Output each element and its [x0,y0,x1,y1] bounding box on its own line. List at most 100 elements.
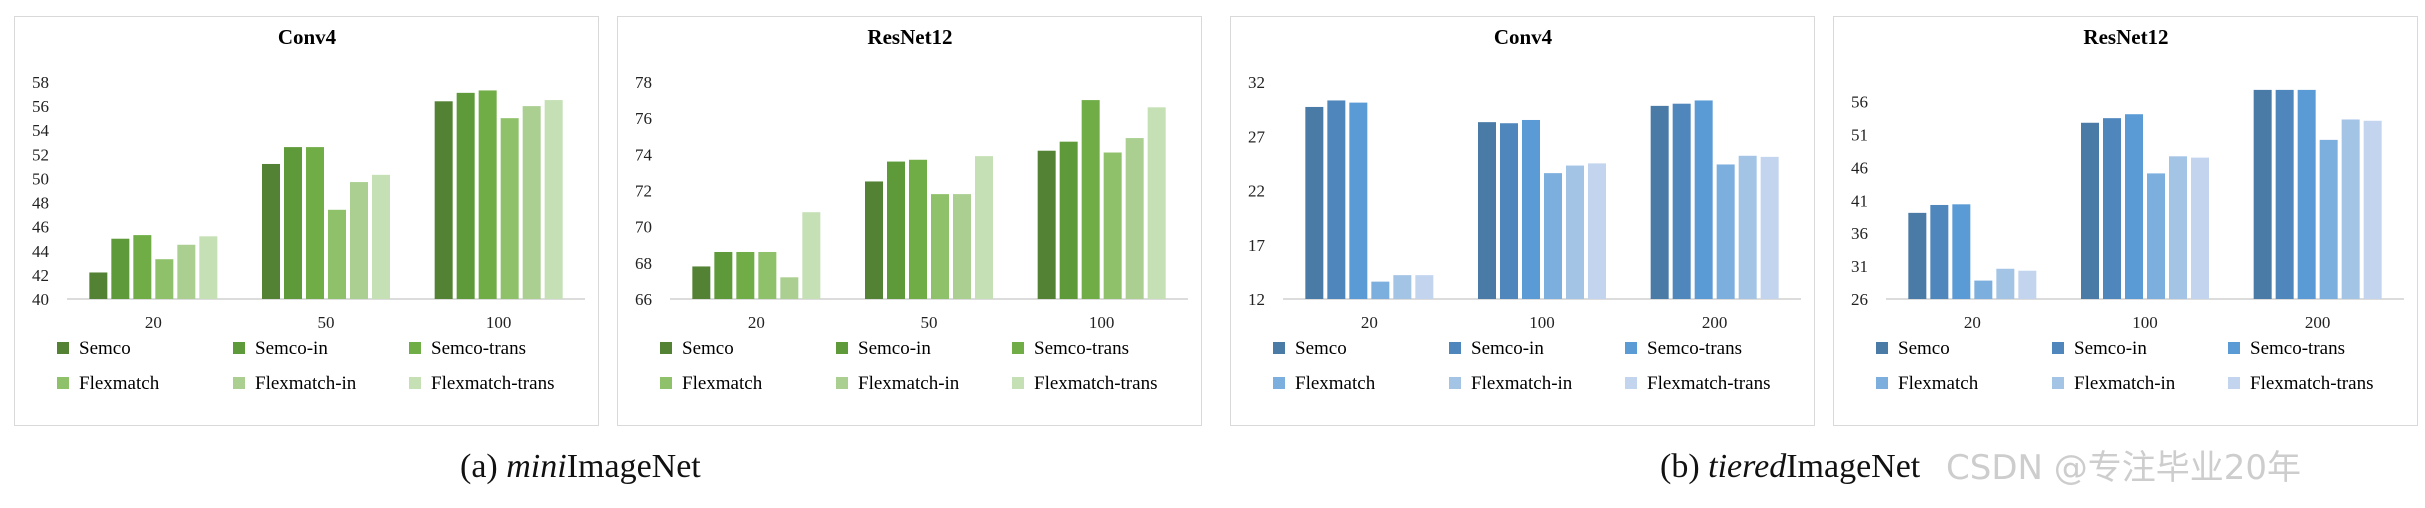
caption-b-italic: tiered [1708,448,1787,485]
x-tick-label: 20 [1964,313,1981,332]
x-tick-label: 100 [2132,313,2158,332]
legend-swatch [2228,377,2240,389]
y-tick-label: 54 [32,121,50,140]
legend-swatch [1273,377,1285,389]
bar-semco-trans [306,147,324,299]
legend-swatch [836,377,848,389]
x-tick-label: 200 [2305,313,2331,332]
legend-swatch [2052,342,2064,354]
x-tick-label: 200 [1702,313,1728,332]
y-tick-label: 70 [635,218,652,237]
legend-label: Semco [79,338,131,359]
legend-swatch [660,342,672,354]
bar-flexmatch-in [2341,119,2360,300]
legend-label: Flexmatch [1898,373,1979,394]
bar-semco [1305,106,1324,299]
bar-flexmatch-in [1738,155,1757,299]
legend-label: Flexmatch-in [858,373,960,394]
y-tick-label: 32 [1248,73,1265,92]
legend-swatch [1449,377,1461,389]
y-tick-label: 52 [32,145,49,164]
caption-a-rest: ImageNet [566,448,701,485]
bar-semco-in [284,147,302,299]
bar-flexmatch [500,118,519,300]
bar-semco [262,163,280,299]
bar-flexmatch-trans [1760,156,1779,299]
legend-swatch [2052,377,2064,389]
y-tick-label: 58 [32,73,49,92]
bar-semco [2081,122,2099,299]
bar-semco-in [2103,118,2121,300]
legend-label: Semco [1898,338,1950,359]
y-tick-label: 50 [32,169,49,188]
caption-a-label: (a) [460,448,507,485]
bar-flexmatch-in [522,106,541,299]
x-tick-label: 20 [1361,313,1378,332]
bar-semco-in [111,238,130,299]
legend-swatch [1625,342,1637,354]
chart-title: Conv4 [1494,25,1553,49]
bar-flexmatch-in [177,244,196,299]
y-tick-label: 51 [1851,126,1868,145]
legend-label: Semco [1295,338,1347,359]
bar-flexmatch-trans [199,236,218,299]
y-tick-label: 56 [32,97,49,116]
bar-semco-in [1059,141,1078,299]
y-tick-label: 27 [1248,127,1266,146]
y-tick-label: 72 [635,182,652,201]
legend-swatch [233,342,245,354]
bar-flexmatch [2147,173,2165,299]
caption-a: (a) miniImageNet [460,448,701,486]
y-tick-label: 42 [32,266,49,285]
bar-flexmatch-trans [1147,107,1166,299]
legend-swatch [233,377,245,389]
bar-flexmatch [1974,280,1993,299]
legend-label: Flexmatch-in [255,373,357,394]
bar-semco [2253,89,2272,300]
legend-swatch [660,377,672,389]
y-tick-label: 12 [1248,290,1265,309]
y-tick-label: 40 [32,290,49,309]
legend-label: Semco-trans [1647,338,1742,359]
legend-label: Flexmatch-trans [1034,373,1157,394]
bar-flexmatch-in [2169,156,2187,299]
bar-flexmatch-trans [802,212,821,299]
x-tick-label: 50 [921,313,938,332]
caption-b-rest: ImageNet [1786,448,1921,485]
bar-flexmatch-in [953,194,971,299]
y-tick-label: 74 [635,145,653,164]
legend-label: Semco [682,338,734,359]
y-tick-label: 48 [32,194,49,213]
chart-title: Conv4 [278,25,337,49]
bar-semco-in [1327,100,1346,299]
legend-swatch [2228,342,2240,354]
bar-flexmatch-trans [2191,157,2209,299]
bar-flexmatch [155,259,174,299]
bar-semco-trans [133,235,152,299]
bar-semco-in [456,92,475,299]
y-tick-label: 17 [1248,236,1266,255]
legend-swatch [1449,342,1461,354]
chart-panel-tiered-resnet12: ResNet12 26 31 36 41 46 51 56 20 100 200 Semco Semco… [1833,16,2418,426]
chart-svg: Conv4 40 42 44 46 48 50 52 54 56 58 20 50 100 Semco Sem… [32,25,585,394]
legend-label: Flexmatch [1295,373,1376,394]
bar-semco-in [1672,103,1691,299]
bar-semco-trans [1952,204,1971,299]
bar-semco-in [1500,123,1518,299]
legend-swatch [409,342,421,354]
bar-flexmatch [758,251,777,299]
bar-semco-trans [1522,119,1540,299]
caption-a-italic: mini [506,448,567,485]
legend-swatch [57,342,69,354]
bar-semco-trans [736,251,755,299]
legend-label: Semco-in [2074,338,2147,359]
legend-label: Flexmatch-in [1471,373,1573,394]
bar-flexmatch-in [780,277,799,299]
bar-flexmatch-in [1125,138,1144,299]
bar-semco-trans [2297,89,2316,300]
bar-semco-in [714,251,733,299]
bar-semco [692,266,711,299]
bar-flexmatch-in [1393,275,1412,299]
bar-semco-trans [478,90,497,299]
y-tick-label: 66 [635,290,652,309]
